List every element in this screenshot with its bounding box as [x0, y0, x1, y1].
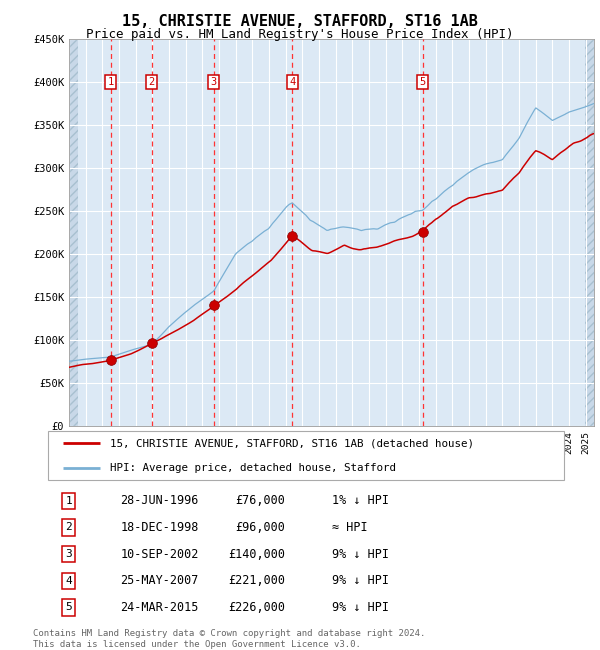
Text: £140,000: £140,000	[229, 547, 286, 560]
Text: 4: 4	[289, 77, 295, 87]
Text: 9% ↓ HPI: 9% ↓ HPI	[332, 575, 389, 588]
Text: 24-MAR-2015: 24-MAR-2015	[120, 601, 199, 614]
Text: £226,000: £226,000	[229, 601, 286, 614]
Text: 15, CHRISTIE AVENUE, STAFFORD, ST16 1AB: 15, CHRISTIE AVENUE, STAFFORD, ST16 1AB	[122, 14, 478, 29]
Text: £96,000: £96,000	[235, 521, 286, 534]
Text: 3: 3	[65, 549, 72, 559]
Text: Price paid vs. HM Land Registry's House Price Index (HPI): Price paid vs. HM Land Registry's House …	[86, 28, 514, 41]
Text: 4: 4	[65, 576, 72, 586]
Text: 15, CHRISTIE AVENUE, STAFFORD, ST16 1AB (detached house): 15, CHRISTIE AVENUE, STAFFORD, ST16 1AB …	[110, 438, 474, 448]
Text: 1: 1	[65, 496, 72, 506]
Text: £76,000: £76,000	[235, 494, 286, 507]
Text: Contains HM Land Registry data © Crown copyright and database right 2024.
This d: Contains HM Land Registry data © Crown c…	[33, 629, 425, 649]
Text: 18-DEC-1998: 18-DEC-1998	[120, 521, 199, 534]
Text: 9% ↓ HPI: 9% ↓ HPI	[332, 547, 389, 560]
Bar	[69, 39, 78, 426]
Text: 1% ↓ HPI: 1% ↓ HPI	[332, 494, 389, 507]
Text: ≈ HPI: ≈ HPI	[332, 521, 367, 534]
Text: 25-MAY-2007: 25-MAY-2007	[120, 575, 199, 588]
Text: 1: 1	[107, 77, 113, 87]
Text: 3: 3	[211, 77, 217, 87]
Text: 9% ↓ HPI: 9% ↓ HPI	[332, 601, 389, 614]
Text: 5: 5	[420, 77, 426, 87]
Text: 10-SEP-2002: 10-SEP-2002	[120, 547, 199, 560]
Bar	[585, 39, 594, 426]
Text: £221,000: £221,000	[229, 575, 286, 588]
Text: 2: 2	[149, 77, 155, 87]
Text: HPI: Average price, detached house, Stafford: HPI: Average price, detached house, Staf…	[110, 463, 396, 473]
Text: 2: 2	[65, 523, 72, 532]
Text: 5: 5	[65, 603, 72, 612]
FancyBboxPatch shape	[48, 431, 564, 480]
Text: 28-JUN-1996: 28-JUN-1996	[120, 494, 199, 507]
